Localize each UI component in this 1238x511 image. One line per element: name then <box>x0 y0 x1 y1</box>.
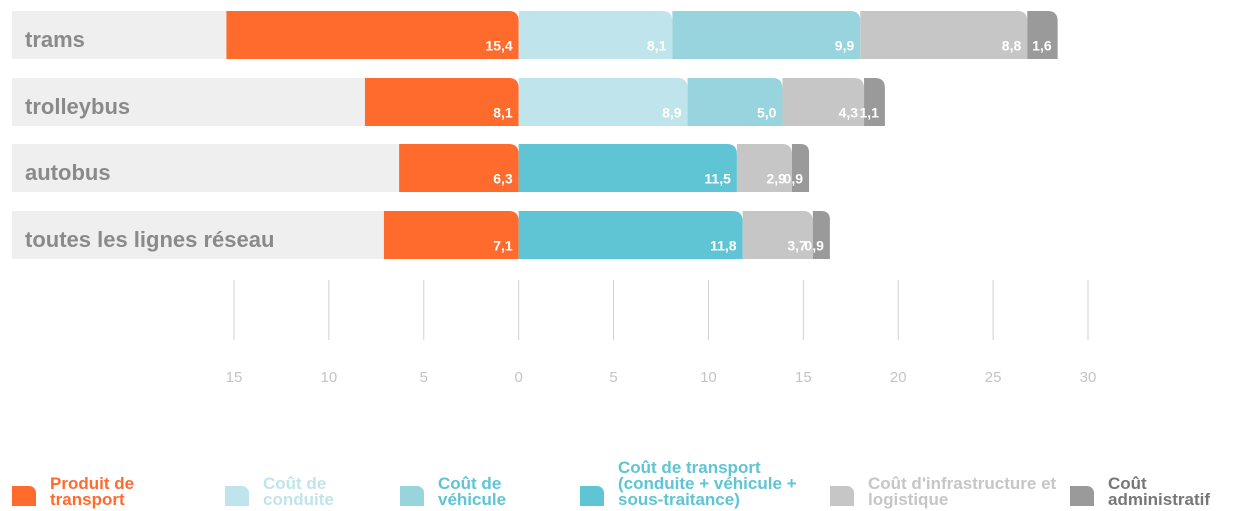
x-tick-label: 5 <box>420 369 428 386</box>
legend-label: Coût de véhicule <box>438 474 507 509</box>
value-label: 15,4 <box>485 38 512 54</box>
value-label: 6,3 <box>493 171 513 187</box>
legend-item: Coût de transport (conduite + véhicule +… <box>580 444 808 508</box>
legend-swatch <box>580 486 604 506</box>
bar-segment <box>383 211 519 259</box>
x-tick-label: 10 <box>321 369 338 386</box>
value-label: 8,1 <box>647 38 667 54</box>
legend-label: Produit de transport <box>50 474 135 509</box>
bar-segment <box>518 78 688 126</box>
legend-swatch <box>400 486 424 506</box>
category-label: trolleybus <box>25 94 130 119</box>
legend-swatch <box>225 486 249 506</box>
bar-segment <box>782 78 865 126</box>
legend-label: Coût d'infrastructure et logistique <box>868 474 1057 509</box>
category-label: trams <box>25 27 85 52</box>
category-label: autobus <box>25 160 111 185</box>
value-label: 2,9 <box>766 171 786 187</box>
bar-segment <box>860 11 1028 59</box>
x-tick-label: 0 <box>514 369 522 386</box>
value-label: 0,9 <box>804 238 824 254</box>
legend-item: Produit de transport <box>12 444 180 508</box>
bar-segment <box>812 211 830 259</box>
bar-segment <box>518 144 737 192</box>
chart: 15 10 5 0 5 10 15 20 25 30 trams 15,4 8,1 9,9 8,8 1,6 tr… <box>12 11 1097 386</box>
value-label: 7,1 <box>493 238 513 254</box>
value-label: 4,3 <box>839 105 859 121</box>
bar-segment <box>518 211 743 259</box>
value-label: 1,1 <box>859 105 879 121</box>
legend-swatch <box>12 486 36 506</box>
legend-item: Coût administratif <box>1070 444 1238 508</box>
value-label: 1,6 <box>1032 38 1052 54</box>
value-label: 5,0 <box>757 105 777 121</box>
legend-item: Coût de conduite <box>225 444 353 508</box>
x-tick-label: 20 <box>890 369 907 386</box>
row-background <box>12 144 400 192</box>
value-label: 8,8 <box>1002 38 1022 54</box>
row-background <box>12 211 384 259</box>
legend-item: Coût d'infrastructure et logistique <box>830 444 1068 508</box>
bar-segment <box>364 78 519 126</box>
value-label: 9,9 <box>835 38 855 54</box>
x-tick-label: 25 <box>985 369 1002 386</box>
legend-label: Coût administratif <box>1108 474 1211 509</box>
bar-segment <box>226 11 519 59</box>
bar-segment <box>399 144 519 192</box>
legend-swatch <box>1070 486 1094 506</box>
legend-item: Coût de véhicule <box>400 444 538 508</box>
legend-label: Coût de conduite <box>263 474 334 509</box>
category-label: toutes les lignes réseau <box>25 227 274 252</box>
value-label: 8,1 <box>493 105 513 121</box>
x-tick-label: 30 <box>1080 369 1097 386</box>
legend-label: Coût de transport (conduite + véhicule +… <box>618 458 797 509</box>
value-label: 11,8 <box>710 238 737 254</box>
legend-swatch <box>830 486 854 506</box>
bar-segment <box>864 78 885 126</box>
value-label: 0,9 <box>784 171 804 187</box>
bar-segment <box>518 11 673 59</box>
bar-segment <box>742 211 813 259</box>
x-tick-label: 15 <box>226 369 243 386</box>
bar-segment <box>736 144 792 192</box>
bar-segment <box>1027 11 1058 59</box>
value-label: 11,5 <box>704 171 731 187</box>
x-tick-label: 15 <box>795 369 812 386</box>
row-background <box>12 11 227 59</box>
bar-segment <box>791 144 810 192</box>
x-tick-label: 10 <box>700 369 717 386</box>
bar-segment <box>672 11 861 59</box>
x-tick-label: 5 <box>609 369 617 386</box>
value-label: 8,9 <box>662 105 682 121</box>
value-label: 3,7 <box>787 238 807 254</box>
row-background <box>12 78 365 126</box>
bar-segment <box>687 78 783 126</box>
